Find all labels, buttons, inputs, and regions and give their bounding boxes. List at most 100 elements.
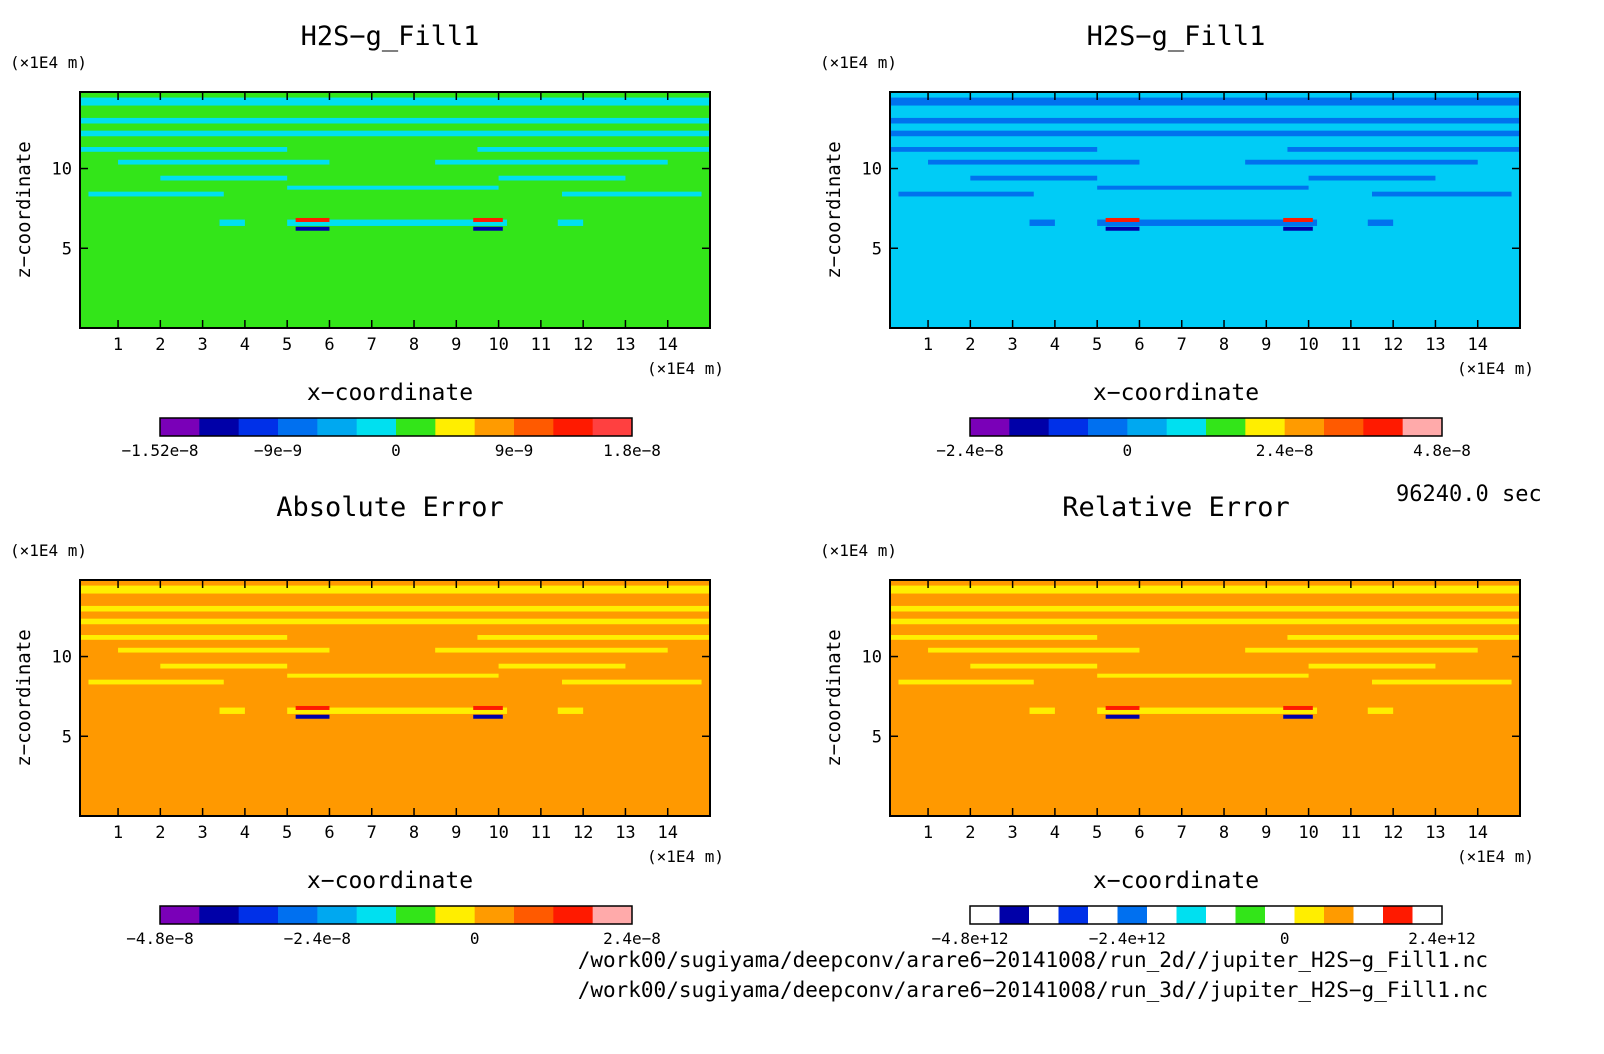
colorbar-frame — [159, 417, 633, 437]
anomaly-blue — [295, 226, 330, 231]
colorbar-swatch — [278, 418, 318, 436]
time-label: 96240.0 sec — [1396, 482, 1542, 507]
colorbar-label: −2.4e+12 — [1089, 929, 1166, 948]
x-tick-label: 12 — [1383, 823, 1403, 843]
x-tick-label: 8 — [1219, 335, 1229, 355]
contour-band — [562, 191, 702, 197]
x-axis-label: x−coordinate — [1093, 868, 1259, 894]
colorbar-swatch — [1265, 906, 1295, 924]
plot-area — [80, 580, 710, 816]
colorbar-swatch — [160, 418, 200, 436]
colorbar-swatch — [356, 906, 397, 924]
contour-band — [80, 147, 288, 152]
z-tick-label: 5 — [62, 239, 72, 259]
contour-band — [1372, 191, 1512, 197]
anomaly-red — [295, 705, 330, 710]
colorbar-label: 0 — [1123, 441, 1133, 460]
contour-band — [970, 175, 1098, 181]
x-unit-label: (×1E4 m) — [647, 359, 724, 378]
x-tick-label: 9 — [1261, 335, 1271, 355]
x-tick-label: 1 — [923, 335, 933, 355]
x-tick-label: 11 — [531, 335, 551, 355]
x-tick-label: 8 — [1219, 823, 1229, 843]
x-tick-label: 13 — [615, 823, 635, 843]
x-tick-label: 7 — [1177, 823, 1187, 843]
contour-band — [890, 635, 1098, 640]
x-tick-label: 6 — [324, 823, 334, 843]
colorbar-swatch — [553, 418, 594, 436]
x-tick-label: 1 — [923, 823, 933, 843]
contour-band — [435, 159, 668, 165]
colorbar-swatch — [435, 906, 476, 924]
chart-panel-1: H2S−g_Fill1(×1E4 m)1 2 3 4 5 6 7 8 9 10 11 12 13 1451… — [10, 21, 724, 460]
contour-band — [890, 117, 1520, 124]
x-tick-label: 5 — [1092, 335, 1102, 355]
colorbar-swatch — [1009, 418, 1050, 436]
x-tick-label: 2 — [155, 823, 165, 843]
x-tick-label: 8 — [409, 823, 419, 843]
chart-title: H2S−g_Fill1 — [301, 21, 480, 52]
colorbar-label: 4.8e−8 — [1413, 441, 1471, 460]
colorbar-frame — [159, 905, 633, 925]
plot-frame — [889, 579, 1521, 817]
x-tick-label: 12 — [1383, 335, 1403, 355]
x-tick-label: 13 — [1425, 823, 1445, 843]
colorbar-label: 9e−9 — [495, 441, 534, 460]
colorbar-swatch — [970, 418, 1010, 436]
contour-band — [557, 219, 584, 226]
anomaly-blue — [1105, 714, 1140, 719]
colorbar-label: 0 — [470, 929, 480, 948]
colorbar-swatch — [514, 418, 554, 436]
plot-area — [890, 92, 1520, 328]
colorbar-swatch — [1363, 418, 1404, 436]
colorbar-swatch — [1412, 906, 1443, 924]
contour-band — [219, 219, 245, 226]
x-axis-label: x−coordinate — [307, 380, 473, 406]
contour-band — [898, 191, 1034, 197]
contour-band — [80, 117, 710, 124]
colorbar-swatch — [1284, 418, 1325, 436]
contour-band — [1308, 175, 1436, 181]
colorbar-label: 2.4e+12 — [1408, 929, 1475, 948]
colorbar-swatch — [1127, 418, 1168, 436]
colorbar-swatch — [396, 906, 436, 924]
x-tick-label: 2 — [965, 335, 975, 355]
x-tick-label: 10 — [1298, 823, 1318, 843]
anomaly-red — [1283, 705, 1313, 710]
contour-band — [118, 647, 330, 653]
z-tick-label: 5 — [62, 727, 72, 747]
contour-band — [435, 647, 668, 653]
colorbar-swatch — [1176, 906, 1207, 924]
x-tick-label: 2 — [155, 335, 165, 355]
x-tick-label: 5 — [1092, 823, 1102, 843]
colorbar-swatch — [278, 906, 318, 924]
colorbar-swatch — [238, 906, 279, 924]
contour-band — [1097, 707, 1318, 714]
x-tick-label: 3 — [197, 823, 207, 843]
contour-band — [928, 647, 1140, 653]
x-tick-label: 7 — [367, 335, 377, 355]
contour-band — [557, 707, 584, 714]
z-unit-label: (×1E4 m) — [10, 53, 87, 72]
file-path-1: /work00/sugiyama/deepconv/arare6−2014100… — [577, 948, 1488, 972]
colorbar-swatch — [199, 418, 240, 436]
z-tick-label: 10 — [52, 160, 72, 180]
contour-band — [498, 175, 626, 181]
x-tick-label: 9 — [451, 823, 461, 843]
colorbar-label: −2.4e−8 — [284, 929, 351, 948]
colorbar-swatch — [1147, 906, 1177, 924]
colorbar-swatch — [1324, 418, 1364, 436]
contour-band — [562, 679, 702, 685]
colorbar-frame — [969, 417, 1443, 437]
x-tick-label: 6 — [1134, 823, 1144, 843]
x-tick-label: 4 — [1050, 335, 1060, 355]
x-tick-label: 9 — [451, 335, 461, 355]
colorbar-frame — [969, 905, 1443, 925]
contour-band — [1245, 647, 1478, 653]
x-tick-label: 4 — [1050, 823, 1060, 843]
contour-band — [890, 618, 1520, 625]
contour-band — [890, 605, 1520, 612]
colorbar-swatch — [514, 906, 554, 924]
anomaly-red — [473, 705, 503, 710]
x-tick-label: 6 — [324, 335, 334, 355]
